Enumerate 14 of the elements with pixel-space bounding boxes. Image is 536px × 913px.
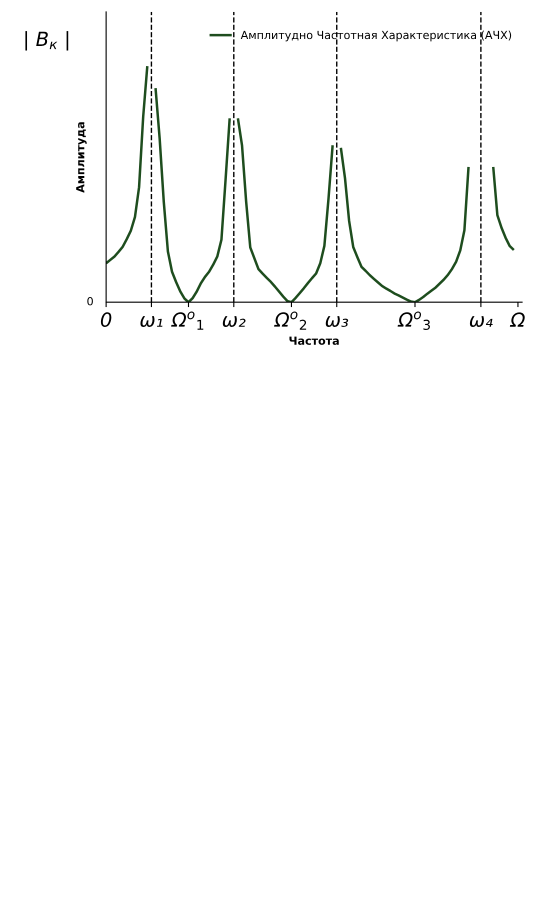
text: 0 [87, 297, 93, 306]
x-tick-label: ω₃ [326, 316, 348, 327]
legend-label: Амплитудно Частотная Характеристика (АЧХ) [240, 30, 512, 42]
x-tick-label: Ω [510, 312, 525, 327]
x-tick-label: ω₄ [470, 316, 493, 327]
x-tick-label: Ω$^{o}$$_{2}$ [274, 312, 306, 330]
y-axis-title: Амплитуда [76, 122, 87, 193]
x-tick-label: ω₂ [222, 316, 246, 327]
x-tick-label: 0 [100, 312, 112, 327]
x-tick-label: Ω$^{o}$$_{1}$ [171, 312, 204, 330]
x-tick-label: Ω$^{o}$$_{3}$ [398, 312, 430, 330]
x-axis-title: Частота [289, 336, 339, 345]
x-tick-label: ω₁ [140, 316, 162, 327]
text: | B$_{к}$ | [25, 31, 68, 51]
